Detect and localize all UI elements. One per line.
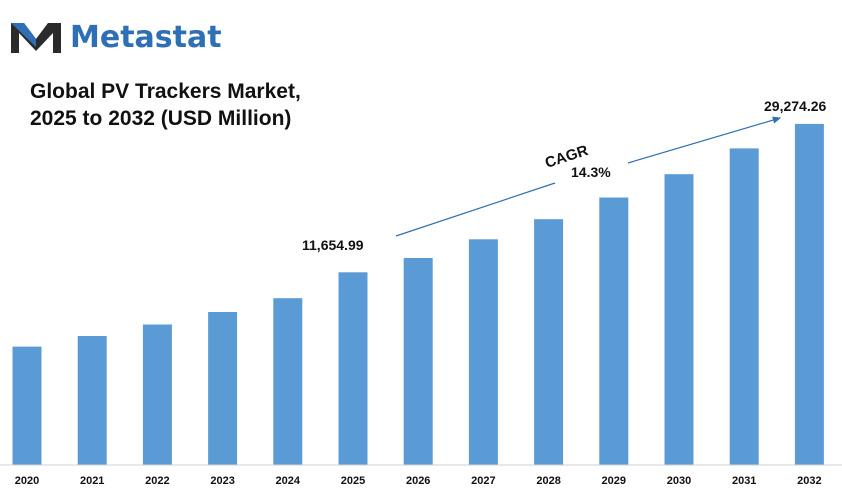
x-tick-label-2026: 2026 [406,475,430,487]
bar-2030 [664,174,694,465]
bar-2027 [468,239,498,465]
x-tick-label-2028: 2028 [536,475,560,487]
end-value-label: 29,274.26 [764,98,826,114]
x-tick-label-2023: 2023 [210,475,234,487]
bar-2031 [729,148,759,465]
bar-2029 [599,197,629,465]
x-tick-label-2027: 2027 [471,475,495,487]
bar-2020 [12,346,42,465]
chart-title-line-1: Global PV Trackers Market, [30,80,301,103]
bar-2032 [794,123,824,466]
chart-title-line-2: 2025 to 2032 (USD Million) [30,107,292,130]
x-tick-label-2029: 2029 [602,475,626,487]
x-axis-tick-labels: 2020 2021 2022 2023 2024 2025 2026 2027 2028 2029… [15,475,822,487]
x-tick-label-2021: 2021 [80,475,104,487]
cagr-arrow-segment-2 [627,116,782,164]
chart-title: Global PV Trackers Market, 2025 to 2032 … [30,78,301,132]
brand-logo: Metastat [8,14,222,60]
cagr-arrow-segment-1 [395,182,556,237]
bar-series [12,123,824,466]
brand-name: Metastat [70,19,222,55]
x-tick-label-2024: 2024 [276,475,301,487]
start-value-label: 11,654.99 [302,237,364,253]
bar-2028 [534,219,564,465]
x-tick-label-2032: 2032 [797,475,821,487]
x-tick-label-2030: 2030 [667,475,691,487]
x-tick-label-2025: 2025 [341,475,365,487]
x-tick-label-2020: 2020 [15,475,39,487]
bar-2023 [208,312,238,465]
bar-2021 [77,336,107,465]
x-tick-label-2031: 2031 [732,475,756,487]
bar-2026 [403,258,433,465]
bar-2024 [273,298,303,465]
x-tick-label-2022: 2022 [145,475,169,487]
metastat-m-logo-icon [11,23,61,53]
cagr-value: 14.3% [571,164,611,180]
bar-2022 [142,324,172,465]
bar-2025 [338,272,368,465]
